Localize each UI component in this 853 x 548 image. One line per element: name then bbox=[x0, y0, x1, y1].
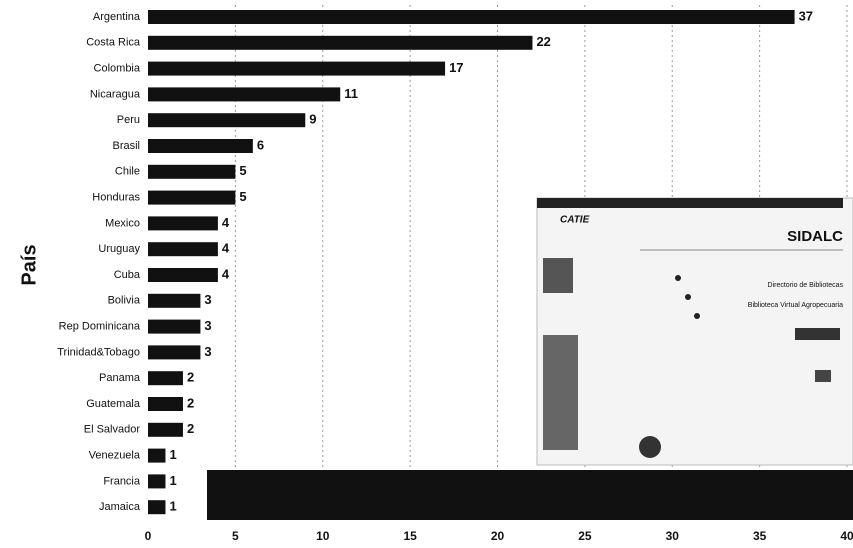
bar bbox=[148, 448, 166, 463]
bar bbox=[148, 139, 253, 153]
value-label: 4 bbox=[222, 215, 230, 230]
y-tick-label: Costa Rica bbox=[86, 37, 141, 49]
inset-screenshot: CATIE SIDALC Directorio de Bibliotecas B… bbox=[536, 197, 853, 466]
x-tick-label: 35 bbox=[753, 529, 767, 543]
y-tick-label: Honduras bbox=[92, 192, 140, 204]
value-label: 2 bbox=[187, 395, 194, 410]
value-label: 9 bbox=[309, 112, 316, 127]
x-tick-label: 20 bbox=[491, 529, 505, 543]
bar bbox=[148, 397, 183, 411]
y-tick-label: Chile bbox=[115, 166, 140, 178]
x-tick-label: 5 bbox=[232, 529, 239, 543]
bar bbox=[148, 190, 236, 205]
inset-logo-mark bbox=[639, 436, 661, 458]
y-tick-label: Nicaragua bbox=[90, 88, 141, 100]
y-tick-label: Panama bbox=[99, 372, 141, 384]
value-label: 2 bbox=[187, 370, 194, 385]
inset-image bbox=[543, 335, 578, 450]
y-tick-label: Guatemala bbox=[86, 398, 141, 410]
value-label: 5 bbox=[239, 163, 246, 178]
bar bbox=[148, 474, 166, 489]
bar bbox=[148, 164, 236, 179]
value-label: 3 bbox=[204, 318, 211, 333]
bar bbox=[148, 113, 306, 128]
value-label: 22 bbox=[536, 34, 550, 49]
y-tick-label: Argentina bbox=[93, 11, 141, 23]
bar bbox=[148, 422, 183, 437]
value-label: 3 bbox=[204, 344, 211, 359]
x-tick-label: 15 bbox=[403, 529, 417, 543]
value-label: 6 bbox=[257, 137, 264, 152]
value-label: 1 bbox=[169, 473, 176, 488]
y-axis-label: País bbox=[18, 244, 40, 285]
y-tick-label: Rep Dominicana bbox=[59, 321, 141, 333]
y-tick-label: Trinidad&Tobago bbox=[57, 346, 140, 358]
value-label: 4 bbox=[222, 266, 230, 281]
y-tick-label: Peru bbox=[117, 114, 140, 126]
y-tick-label: Mexico bbox=[105, 217, 140, 229]
x-tick-label: 0 bbox=[145, 529, 152, 543]
bar bbox=[148, 87, 341, 102]
y-tick-label: Francia bbox=[103, 475, 141, 487]
inset-button bbox=[795, 328, 840, 340]
inset-link[interactable]: Biblioteca Virtual Agropecuaria bbox=[748, 302, 843, 309]
bar bbox=[148, 61, 446, 76]
y-tick-label: Venezuela bbox=[89, 450, 141, 462]
inset-image bbox=[543, 258, 573, 293]
x-tick-label: 10 bbox=[316, 529, 330, 543]
value-label: 3 bbox=[204, 292, 211, 307]
value-label: 2 bbox=[187, 421, 194, 436]
value-label: 11 bbox=[344, 86, 358, 101]
bar bbox=[148, 345, 201, 360]
y-tick-label: Uruguay bbox=[98, 243, 140, 255]
value-label: 1 bbox=[169, 499, 176, 514]
x-tick-label: 25 bbox=[578, 529, 592, 543]
value-label: 37 bbox=[799, 8, 813, 23]
inset-link[interactable]: Directorio de Bibliotecas bbox=[768, 282, 844, 289]
bar bbox=[148, 500, 166, 515]
inset-titlebar bbox=[537, 198, 843, 208]
inset-title: SIDALC bbox=[787, 228, 843, 245]
y-tick-label: Jamaica bbox=[99, 501, 141, 513]
bar bbox=[148, 35, 533, 50]
inset-logo: CATIE bbox=[560, 215, 590, 226]
bar bbox=[148, 216, 218, 231]
y-tick-label: Brasil bbox=[112, 140, 140, 152]
inset-dot bbox=[694, 313, 700, 319]
y-tick-label: El Salvador bbox=[84, 424, 141, 436]
inset-icon bbox=[815, 370, 831, 382]
y-tick-label: Colombia bbox=[94, 63, 141, 75]
inset-dot bbox=[685, 294, 691, 300]
y-tick-label: Cuba bbox=[114, 269, 141, 281]
x-tick-label: 40 bbox=[840, 529, 853, 543]
value-label: 1 bbox=[169, 447, 176, 462]
y-tick-label: Bolivia bbox=[108, 295, 141, 307]
bar bbox=[148, 268, 218, 282]
bar bbox=[148, 293, 201, 308]
bar bbox=[148, 319, 201, 334]
value-label: 4 bbox=[222, 241, 230, 256]
bar bbox=[148, 242, 218, 257]
x-tick-label: 30 bbox=[666, 529, 680, 543]
bar bbox=[148, 10, 795, 24]
bar bbox=[148, 371, 183, 386]
black-box bbox=[207, 470, 853, 520]
value-label: 5 bbox=[239, 189, 246, 204]
value-label: 17 bbox=[449, 60, 463, 75]
inset-dot bbox=[675, 275, 681, 281]
